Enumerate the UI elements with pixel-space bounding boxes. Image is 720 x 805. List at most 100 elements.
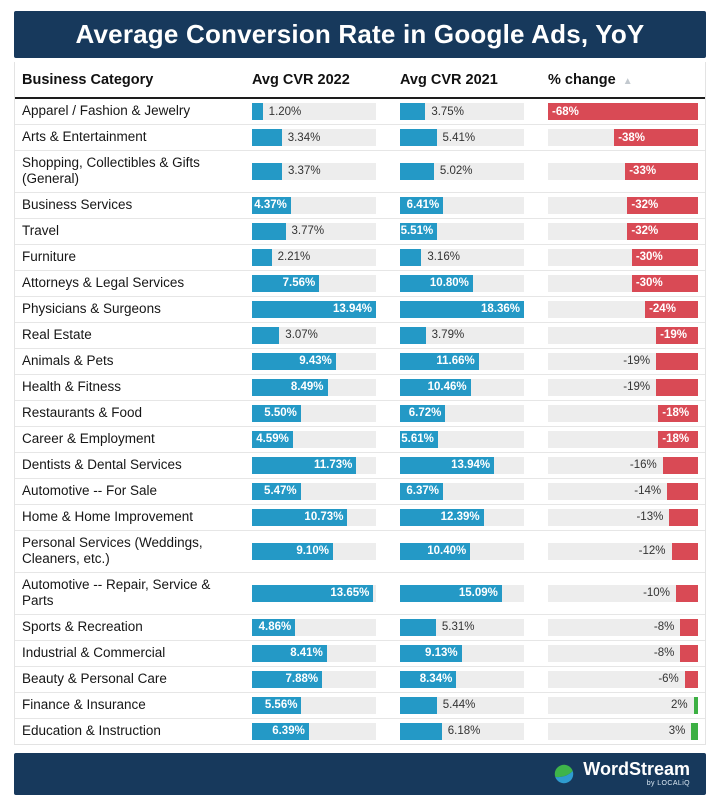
value-label: 7.88% bbox=[285, 673, 319, 686]
change-bar-negative: -18% bbox=[658, 430, 698, 448]
value-label: 8.34% bbox=[419, 673, 453, 686]
category-label: Attorneys & Legal Services bbox=[22, 275, 185, 291]
table-row: Travel 3.77% 5.51% -32% bbox=[15, 219, 705, 245]
value-label: 13.65% bbox=[330, 587, 370, 600]
change-label: -14% bbox=[634, 485, 662, 498]
cvr-2022-bar: 7.56% bbox=[252, 274, 320, 292]
value-label: 5.02% bbox=[439, 165, 473, 178]
cvr-2021-bar-track: 12.39% bbox=[400, 508, 524, 526]
cvr-2021-bar-track: 13.94% bbox=[400, 456, 524, 474]
sort-ascending-icon[interactable]: ▲ bbox=[622, 76, 633, 87]
cvr-2022-bar-track: 2.21% bbox=[252, 248, 376, 266]
cvr-2021-bar bbox=[400, 618, 436, 636]
column-header-cvr-2021: Avg CVR 2021 bbox=[400, 72, 498, 88]
cvr-2022-bar-track: 9.43% bbox=[252, 352, 376, 370]
footer-banner: WordStream by LOCALiQ bbox=[14, 752, 706, 795]
cvr-2021-bar-track: 11.66% bbox=[400, 352, 524, 370]
change-bar-negative: -38% bbox=[614, 129, 698, 146]
change-bar-negative bbox=[671, 542, 698, 560]
value-label: 4.59% bbox=[256, 433, 289, 446]
change-label: -19% bbox=[623, 355, 651, 368]
value-label: 4.37% bbox=[254, 199, 287, 212]
cvr-2022-bar-track: 3.37% bbox=[252, 162, 376, 180]
cvr-2022-bar-track: 9.10% bbox=[252, 542, 376, 560]
brand-byline: by LOCALiQ bbox=[646, 780, 690, 788]
cvr-2022-bar bbox=[252, 222, 286, 240]
category-label: Animals & Pets bbox=[22, 353, 114, 369]
value-label: 3.77% bbox=[291, 225, 325, 238]
value-label: 9.43% bbox=[299, 355, 332, 368]
value-label: 18.36% bbox=[480, 303, 520, 316]
cvr-2021-bar: 13.94% bbox=[400, 456, 495, 474]
change-bar-negative: -32% bbox=[627, 222, 698, 240]
wordstream-wordmark: WordStream by LOCALiQ bbox=[583, 760, 690, 787]
value-label: 3.79% bbox=[431, 329, 465, 342]
cvr-2022-bar: 10.73% bbox=[252, 508, 348, 526]
table-row: Dentists & Dental Services 11.73% 13.94% -1… bbox=[15, 453, 705, 479]
category-label: Automotive -- For Sale bbox=[22, 483, 158, 499]
change-bar-negative bbox=[656, 352, 698, 370]
change-bar-positive bbox=[693, 696, 698, 714]
change-label: -8% bbox=[653, 647, 675, 660]
table-row: Attorneys & Legal Services 7.56% 10.80% -30… bbox=[15, 271, 705, 297]
change-label: -8% bbox=[653, 621, 675, 634]
table-row: Restaurants & Food 5.50% 6.72% -18% bbox=[15, 401, 705, 427]
cvr-2021-bar: 6.72% bbox=[400, 404, 446, 422]
change-track: -19% bbox=[548, 378, 698, 396]
cvr-2022-bar: 4.59% bbox=[252, 430, 293, 448]
value-label: 3.07% bbox=[285, 329, 318, 342]
change-label: 2% bbox=[670, 699, 688, 712]
change-track: -24% bbox=[548, 300, 698, 318]
change-label: -30% bbox=[635, 277, 663, 290]
value-label: 13.94% bbox=[332, 303, 372, 316]
value-label: 9.10% bbox=[296, 545, 329, 558]
cvr-2022-bar-track: 3.77% bbox=[252, 222, 376, 240]
change-label: -19% bbox=[623, 381, 651, 394]
cvr-2022-bar: 7.88% bbox=[252, 670, 323, 688]
cvr-2021-bar: 10.46% bbox=[400, 378, 471, 396]
value-label: 5.61% bbox=[401, 433, 434, 446]
column-header-category: Business Category bbox=[22, 72, 154, 88]
cvr-2021-bar-track: 5.44% bbox=[400, 696, 524, 714]
change-track: 3% bbox=[548, 722, 698, 740]
column-header-change[interactable]: % change ▲ bbox=[548, 72, 698, 88]
category-label: Apparel / Fashion & Jewelry bbox=[22, 103, 191, 119]
value-label: 3.34% bbox=[287, 131, 321, 144]
table-row: Business Services 4.37% 6.41% -32% bbox=[15, 193, 705, 219]
category-label: Travel bbox=[22, 223, 60, 239]
change-bar-negative: -19% bbox=[656, 326, 698, 344]
wordstream-logo: WordStream by LOCALiQ bbox=[552, 760, 690, 787]
value-label: 12.39% bbox=[440, 511, 480, 524]
category-label: Shopping, Collectibles & Gifts (General) bbox=[22, 155, 200, 187]
column-header-change-label: % change bbox=[548, 72, 616, 88]
cvr-2022-bar bbox=[252, 103, 263, 120]
cvr-2021-bar bbox=[400, 162, 434, 180]
value-label: 6.72% bbox=[408, 407, 442, 420]
cvr-2021-bar-track: 5.41% bbox=[400, 129, 524, 146]
change-label: -18% bbox=[662, 433, 690, 446]
cvr-2022-bar: 6.39% bbox=[252, 722, 309, 740]
category-label: Home & Home Improvement bbox=[22, 509, 194, 525]
category-label: Beauty & Personal Care bbox=[22, 671, 167, 687]
table-row: Sports & Recreation 4.86% 5.31% -8% bbox=[15, 615, 705, 641]
cvr-2021-bar-track: 3.75% bbox=[400, 103, 524, 120]
change-bar-negative: -30% bbox=[631, 248, 698, 266]
value-label: 11.66% bbox=[436, 355, 475, 368]
change-bar-negative bbox=[680, 644, 698, 662]
cvr-2021-bar: 8.34% bbox=[400, 670, 457, 688]
cvr-2021-bar-track: 3.16% bbox=[400, 248, 524, 266]
category-label: Restaurants & Food bbox=[22, 405, 143, 421]
cvr-2022-bar bbox=[252, 129, 282, 146]
change-label: -68% bbox=[552, 105, 579, 118]
cvr-2022-bar: 13.94% bbox=[252, 300, 376, 318]
cvr-2022-bar: 8.41% bbox=[252, 644, 327, 662]
cvr-2022-bar-track: 7.56% bbox=[252, 274, 376, 292]
cvr-2021-bar: 12.39% bbox=[400, 508, 484, 526]
change-track: -32% bbox=[548, 222, 698, 240]
brand-name: WordStream bbox=[583, 759, 690, 780]
cvr-2022-bar-track: 5.50% bbox=[252, 404, 376, 422]
cvr-2021-bar-track: 9.13% bbox=[400, 644, 524, 662]
table-row: Apparel / Fashion & Jewelry 1.20% 3.75% -68… bbox=[15, 99, 705, 125]
cvr-2021-bar-track: 10.46% bbox=[400, 378, 524, 396]
change-label: -32% bbox=[631, 225, 659, 238]
